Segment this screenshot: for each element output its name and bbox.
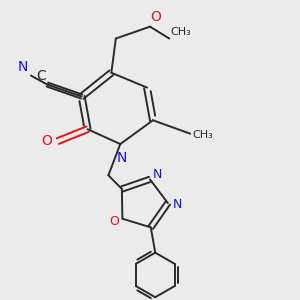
Text: CH₃: CH₃ <box>193 130 213 140</box>
Text: O: O <box>109 214 119 228</box>
Text: C: C <box>36 69 46 83</box>
Text: O: O <box>151 10 161 24</box>
Text: N: N <box>172 198 182 211</box>
Text: CH₃: CH₃ <box>171 27 192 37</box>
Text: N: N <box>153 168 162 182</box>
Text: N: N <box>117 152 127 166</box>
Text: N: N <box>18 60 28 74</box>
Text: O: O <box>42 134 52 148</box>
